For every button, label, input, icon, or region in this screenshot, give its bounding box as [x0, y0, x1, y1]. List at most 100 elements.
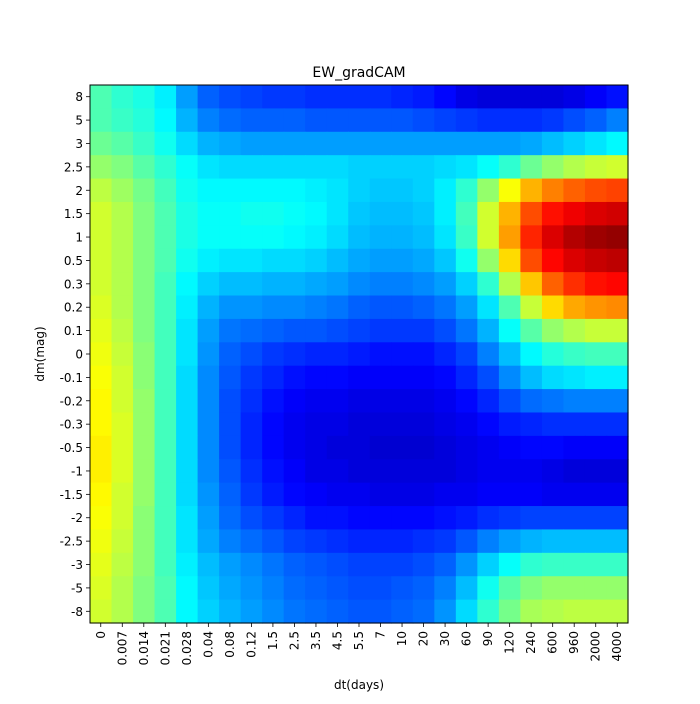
heatmap-cell	[369, 529, 392, 554]
x-tick-label: 0.007	[115, 631, 129, 665]
heatmap-cell	[477, 599, 500, 624]
heatmap-cell	[90, 131, 113, 156]
heatmap-cell	[391, 365, 414, 390]
heatmap-cell	[477, 576, 500, 601]
heatmap-cell	[197, 155, 220, 180]
heatmap-cell	[369, 576, 392, 601]
heatmap-cell	[348, 155, 371, 180]
heatmap-cell	[262, 389, 285, 414]
heatmap-cell	[584, 155, 608, 180]
heatmap-cell	[391, 225, 414, 250]
heatmap-cell	[455, 248, 478, 273]
heatmap-cell	[348, 295, 371, 320]
y-tick-label: 2	[75, 184, 83, 198]
heatmap-cell	[176, 506, 199, 531]
heatmap-cell	[283, 295, 306, 320]
heatmap-cell	[369, 342, 392, 367]
heatmap-cell	[584, 389, 608, 414]
heatmap-cell	[111, 599, 134, 624]
heatmap-cell	[541, 155, 565, 180]
heatmap-cell	[305, 482, 328, 507]
heatmap-cell	[541, 412, 565, 437]
heatmap-cell	[90, 248, 113, 273]
heatmap-cell	[477, 482, 500, 507]
heatmap-cell	[412, 529, 435, 554]
heatmap-cell	[391, 412, 414, 437]
heatmap-cell	[154, 412, 177, 437]
heatmap-cell	[412, 155, 435, 180]
heatmap-cell	[584, 131, 608, 156]
heatmap-cell	[90, 365, 113, 390]
heatmap-cell	[455, 131, 478, 156]
heatmap-cell	[197, 108, 220, 133]
heatmap-cell	[412, 576, 435, 601]
heatmap-cell	[133, 85, 156, 109]
heatmap-cell	[584, 201, 608, 226]
heatmap-cell	[176, 576, 199, 601]
heatmap-cell	[326, 552, 349, 577]
heatmap-cell	[90, 599, 113, 624]
heatmap-cell	[606, 295, 629, 320]
heatmap-cell	[305, 435, 328, 460]
heatmap-cell	[326, 85, 349, 109]
heatmap-cell	[455, 552, 478, 577]
heatmap-cell	[498, 342, 521, 367]
heatmap-cell	[219, 131, 242, 156]
heatmap-cell	[520, 389, 543, 414]
heatmap-cell	[305, 155, 328, 180]
heatmap-cell	[520, 201, 543, 226]
heatmap-cell	[434, 599, 457, 624]
heatmap-cell	[305, 131, 328, 156]
heatmap-cell	[133, 482, 156, 507]
heatmap-cell	[412, 318, 435, 343]
heatmap-cell	[369, 459, 392, 484]
heatmap-cell	[111, 131, 134, 156]
heatmap-cell	[584, 552, 608, 577]
heatmap-cell	[563, 389, 586, 414]
heatmap-cell	[369, 201, 392, 226]
heatmap-cell	[348, 178, 371, 203]
heatmap-cell	[133, 318, 156, 343]
heatmap-cell	[240, 435, 263, 460]
heatmap-cell	[412, 506, 435, 531]
heatmap-cell	[606, 85, 629, 109]
heatmap-cell	[434, 85, 457, 109]
heatmap-cell	[154, 318, 177, 343]
heatmap-cell	[520, 248, 543, 273]
heatmap-cell	[197, 365, 220, 390]
heatmap-cell	[455, 342, 478, 367]
heatmap-cell	[541, 435, 565, 460]
heatmap-cell	[283, 248, 306, 273]
heatmap-cell	[455, 389, 478, 414]
heatmap-cell	[197, 435, 220, 460]
heatmap-cell	[563, 365, 586, 390]
heatmap-cell	[541, 225, 565, 250]
heatmap-cell	[283, 131, 306, 156]
heatmap-cell	[541, 131, 565, 156]
heatmap-cell	[477, 131, 500, 156]
heatmap-cell	[326, 248, 349, 273]
heatmap-cell	[563, 599, 586, 624]
heatmap-cell	[326, 459, 349, 484]
heatmap-cell	[584, 435, 608, 460]
heatmap-cell	[176, 318, 199, 343]
y-tick-label: 2.5	[64, 160, 83, 174]
heatmap-cell	[520, 342, 543, 367]
heatmap-cell	[412, 552, 435, 577]
heatmap-cell	[111, 178, 134, 203]
y-tick-label: -0.3	[60, 418, 83, 432]
heatmap-cell	[133, 295, 156, 320]
y-tick-label: -1	[71, 464, 83, 478]
heatmap-cell	[326, 412, 349, 437]
heatmap-cell	[240, 272, 263, 297]
heatmap-cell	[240, 599, 263, 624]
heatmap-cell	[541, 365, 565, 390]
heatmap-cell	[563, 295, 586, 320]
heatmap-cell	[455, 576, 478, 601]
heatmap-cell	[197, 85, 220, 109]
heatmap-cell	[240, 412, 263, 437]
heatmap-cell	[348, 506, 371, 531]
heatmap-cell	[326, 272, 349, 297]
heatmap-cell	[477, 552, 500, 577]
heatmap-cell	[412, 435, 435, 460]
